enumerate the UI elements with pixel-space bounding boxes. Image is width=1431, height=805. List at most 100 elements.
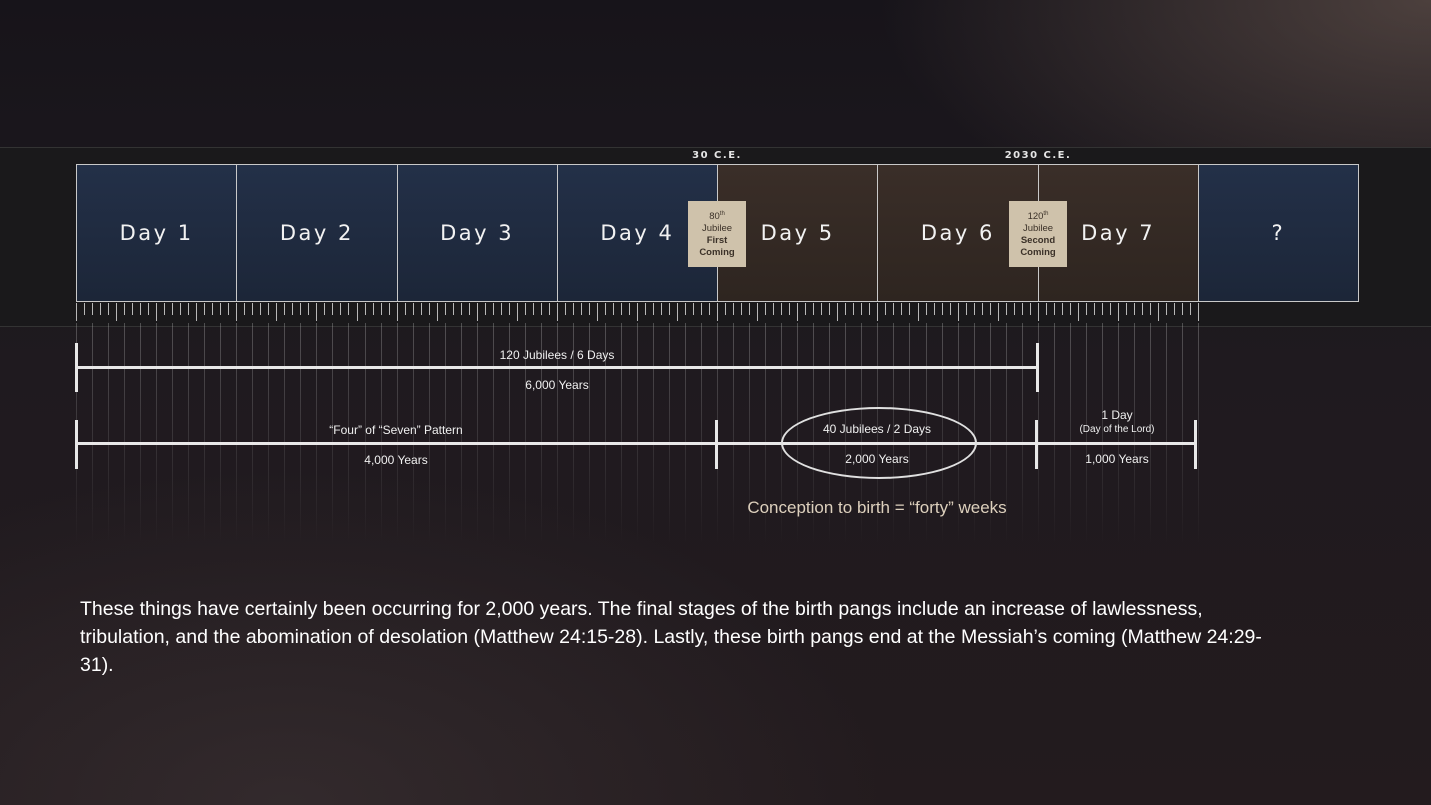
guide-line bbox=[397, 323, 398, 543]
ruler-tick bbox=[533, 303, 534, 315]
ruler-tick bbox=[116, 303, 117, 321]
ruler-tick bbox=[653, 303, 654, 315]
ruler-tick bbox=[413, 303, 414, 315]
guide-line bbox=[316, 323, 317, 543]
ruler-tick bbox=[1094, 303, 1095, 315]
ruler-tick bbox=[966, 303, 967, 315]
ruler-tick bbox=[308, 303, 309, 315]
ruler-tick bbox=[597, 303, 598, 321]
ruler-tick bbox=[893, 303, 894, 315]
guide-line bbox=[541, 323, 542, 543]
ruler-tick bbox=[982, 303, 983, 315]
ruler-tick bbox=[677, 303, 678, 321]
guide-line bbox=[108, 323, 109, 543]
ruler-tick bbox=[268, 303, 269, 315]
ruler-tick bbox=[300, 303, 301, 315]
ruler-tick bbox=[861, 303, 862, 315]
forty-jubilees-bottom-label: 2,000 Years bbox=[845, 452, 909, 466]
guide-line bbox=[974, 323, 975, 543]
guide-line bbox=[220, 323, 221, 543]
ruler-tick bbox=[1054, 303, 1055, 315]
ruler-tick bbox=[493, 303, 494, 315]
ruler-tick bbox=[669, 303, 670, 315]
guide-line bbox=[733, 323, 734, 543]
ruler-tick bbox=[1014, 303, 1015, 315]
ruler-tick bbox=[212, 303, 213, 315]
four-of-seven-top-label: “Four” of “Seven” Pattern bbox=[329, 423, 463, 437]
ruler-tick bbox=[252, 303, 253, 315]
guide-line bbox=[589, 323, 590, 543]
ruler-tick bbox=[741, 303, 742, 315]
ruler-tick bbox=[773, 303, 774, 315]
ruler-tick bbox=[557, 303, 558, 321]
ruler-tick bbox=[260, 303, 261, 315]
conception-caption: Conception to birth = “forty” weeks bbox=[747, 498, 1007, 517]
ruler-tick bbox=[517, 303, 518, 321]
guide-line bbox=[140, 323, 141, 543]
ruler-tick bbox=[421, 303, 422, 315]
ruler-tick bbox=[324, 303, 325, 315]
ruler-tick bbox=[901, 303, 902, 315]
day-of-lord-title: 1 Day bbox=[1101, 408, 1133, 422]
guide-line bbox=[605, 323, 606, 543]
guide-line bbox=[781, 323, 782, 543]
guide-line bbox=[669, 323, 670, 543]
guide-line bbox=[1134, 323, 1135, 543]
guide-line bbox=[685, 323, 686, 543]
ruler-tick bbox=[365, 303, 366, 315]
jubilee-tick-ruler bbox=[76, 303, 1199, 323]
ruler-tick bbox=[845, 303, 846, 315]
ruler-tick bbox=[837, 303, 838, 321]
guide-line bbox=[1166, 323, 1167, 543]
forty-jubilees-top-label: 40 Jubilees / 2 Days bbox=[822, 422, 932, 436]
first-coming-jubilee-word: Jubilee bbox=[701, 223, 733, 235]
guide-line bbox=[156, 323, 157, 543]
ruler-tick bbox=[244, 303, 245, 315]
ruler-tick bbox=[789, 303, 790, 315]
ruler-tick bbox=[909, 303, 910, 315]
ruler-tick bbox=[1038, 303, 1039, 321]
ruler-tick bbox=[765, 303, 766, 315]
guide-line bbox=[493, 323, 494, 543]
unknown-day-cell: ? bbox=[1198, 165, 1358, 301]
first-coming-jubilee-number: 80th bbox=[709, 211, 725, 223]
guide-line bbox=[188, 323, 189, 543]
guide-line bbox=[509, 323, 510, 543]
ruler-tick bbox=[685, 303, 686, 315]
ruler-tick bbox=[701, 303, 702, 315]
ruler-tick bbox=[429, 303, 430, 315]
guide-line bbox=[637, 323, 638, 543]
guide-line bbox=[1006, 323, 1007, 543]
guide-line bbox=[765, 323, 766, 543]
guide-line bbox=[1198, 323, 1199, 543]
ruler-tick bbox=[605, 303, 606, 315]
ruler-tick bbox=[148, 303, 149, 315]
ruler-tick bbox=[1006, 303, 1007, 315]
ruler-tick bbox=[76, 303, 77, 321]
ruler-tick bbox=[829, 303, 830, 315]
guide-line bbox=[573, 323, 574, 543]
ruler-tick bbox=[276, 303, 277, 321]
six-days-span-bottom-label: 6,000 Years bbox=[525, 378, 589, 392]
ruler-tick bbox=[998, 303, 999, 321]
guide-line bbox=[252, 323, 253, 543]
ruler-tick bbox=[725, 303, 726, 315]
guide-line bbox=[525, 323, 526, 543]
guide-line bbox=[701, 323, 702, 543]
ruler-tick bbox=[357, 303, 358, 321]
ruler-tick bbox=[1030, 303, 1031, 315]
guide-line bbox=[1102, 323, 1103, 543]
ruler-tick bbox=[373, 303, 374, 315]
second-coming-jubilee-word: Jubilee bbox=[1022, 223, 1054, 235]
guide-line bbox=[1086, 323, 1087, 543]
ruler-tick bbox=[581, 303, 582, 315]
guide-line bbox=[381, 323, 382, 543]
ruler-tick bbox=[1174, 303, 1175, 315]
ruler-tick bbox=[1022, 303, 1023, 315]
ruler-tick bbox=[292, 303, 293, 315]
ruler-tick bbox=[1086, 303, 1087, 315]
ruler-tick bbox=[1102, 303, 1103, 315]
ruler-tick bbox=[397, 303, 398, 321]
ruler-tick bbox=[220, 303, 221, 315]
ruler-tick bbox=[934, 303, 935, 315]
